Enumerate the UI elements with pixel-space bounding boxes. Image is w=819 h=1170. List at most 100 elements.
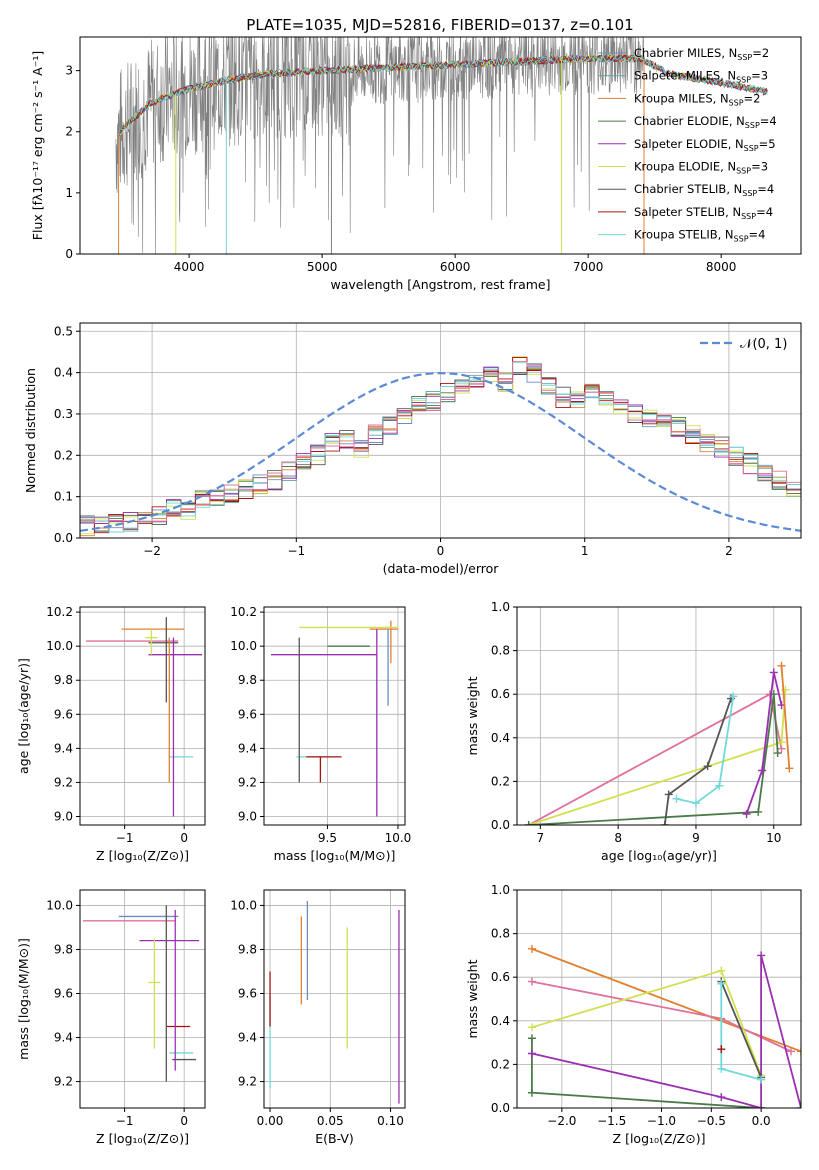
x-tick-label: −1.0 <box>647 1114 676 1128</box>
x-tick-label: 8 <box>614 831 622 845</box>
plot-area-weight_vs_age <box>524 661 794 825</box>
x-tick-label: 4000 <box>174 260 205 274</box>
x-tick-label: −2 <box>143 544 161 558</box>
histogram-sELODIE <box>80 366 801 524</box>
normal-curve <box>80 371 801 532</box>
weight-marker <box>672 794 681 803</box>
y-tick-label: 9.6 <box>54 986 73 1000</box>
y-tick-label: 1.0 <box>491 883 510 897</box>
x-tick-label: 0.10 <box>377 1114 404 1128</box>
weight-marker <box>785 764 794 773</box>
legend-entry: Kroupa STELIB, NSSP=4 <box>634 228 765 244</box>
errorbar-point <box>306 756 342 783</box>
weight-marker <box>717 1093 726 1102</box>
y-tick-label: 9.2 <box>238 1075 257 1089</box>
x-axis-label: Z [log₁₀(Z/Z⊙)] <box>96 1131 189 1146</box>
plot-area-spectrum <box>115 37 769 254</box>
legend-entry: Chabrier STELIB, NSSP=4 <box>634 182 774 198</box>
weight-marker <box>729 692 738 701</box>
weight-marker <box>717 979 726 988</box>
y-tick-label: 0.4 <box>54 366 73 380</box>
plot-area-age_vs_Z <box>85 617 203 817</box>
panel-residuals: −2 −1 0 1 2 0.0 0.1 0.2 0.3 0.4 0.5 (data-model)/er… <box>23 322 802 576</box>
x-tick-label: 1 <box>581 544 589 558</box>
errorbar-point <box>148 938 161 1049</box>
y-tick-label: 0.0 <box>491 818 510 832</box>
x-axis-label: E(B-V) <box>315 1131 354 1146</box>
spectrum-data-line <box>115 37 645 254</box>
plot-area-mass_vs_Z <box>82 905 200 1082</box>
y-tick-label: 2 <box>65 125 73 139</box>
y-tick-label: 0.6 <box>491 970 510 984</box>
weight-marker <box>691 799 700 808</box>
y-tick-label: 0.1 <box>54 490 73 504</box>
panel-age_vs_mass: 9.5 10.0 9.0 9.2 9.4 9.6 9.8 10.0 10.2 mass [log₁… <box>230 605 411 863</box>
panel-spectrum: 4000 5000 6000 7000 8000 0 1 2 3 wavelength [Angs… <box>30 36 802 292</box>
legend-entry: Salpeter ELODIE, NSSP=5 <box>634 137 776 153</box>
model-line-sELODIE <box>119 53 769 134</box>
plot-area-residuals <box>80 356 801 537</box>
legend-entry: Salpeter MILES, NSSP=3 <box>634 69 768 85</box>
panel-mass_vs_Z: −1 0 9.2 9.4 9.6 9.8 10.0 Z [log₁₀(Z/Z⊙)] mass [… <box>16 889 206 1146</box>
x-tick-label: 0 <box>180 1114 188 1128</box>
x-tick-label: 10.0 <box>385 831 412 845</box>
legend-entry: Salpeter STELIB, NSSP=4 <box>634 205 773 221</box>
weight-marker <box>777 661 786 670</box>
weight-marker <box>758 766 767 775</box>
y-tick-label: 0.8 <box>491 644 510 658</box>
y-tick-label: 9.0 <box>238 809 257 823</box>
y-tick-label: 0.8 <box>491 927 510 941</box>
x-tick-label: 7 <box>537 831 545 845</box>
x-tick-label: 9 <box>692 831 700 845</box>
model-line-kSTELIB <box>120 54 768 131</box>
y-tick-label: 10.0 <box>230 639 257 653</box>
y-tick-label: 9.6 <box>238 707 257 721</box>
weight-marker <box>797 1047 801 1056</box>
x-tick-label: 0 <box>437 544 445 558</box>
y-tick-label: 10.2 <box>46 605 73 619</box>
x-tick-label: 9.5 <box>318 831 337 845</box>
legend-entry: Kroupa MILES, NSSP=2 <box>634 91 760 107</box>
weight-series-line <box>531 955 801 1108</box>
weight-series-line <box>528 692 783 825</box>
x-tick-label: 5000 <box>307 260 338 274</box>
y-tick-label: 9.8 <box>238 942 257 956</box>
x-tick-label: −1 <box>287 544 305 558</box>
weight-marker <box>754 807 763 816</box>
y-tick-label: 9.2 <box>54 1075 73 1089</box>
y-axis-label: mass weight <box>465 676 480 755</box>
x-axis-label: (data-model)/error <box>383 561 500 576</box>
weight-marker <box>664 790 673 799</box>
weight-marker <box>527 1049 536 1058</box>
weight-marker <box>524 821 533 825</box>
x-tick-label: 6000 <box>440 260 471 274</box>
weight-series-line <box>528 694 779 825</box>
y-axis-label: Flux [fλ10⁻¹⁷ erg cm⁻² s⁻¹ A⁻¹] <box>30 51 45 240</box>
panel-weight_vs_age: 7 8 9 10 0.0 0.2 0.4 0.6 0.8 1.0 age [log₁₀(age/yr… <box>465 600 802 863</box>
y-axis-label: age [log₁₀(age/yr)] <box>16 658 31 774</box>
x-axis-label: Z [log₁₀(Z/Z⊙)] <box>96 848 189 863</box>
x-tick-label: −0.5 <box>697 1114 726 1128</box>
axes-frame <box>79 889 206 1109</box>
y-tick-label: 0 <box>65 247 73 261</box>
legend-entry: Chabrier ELODIE, NSSP=4 <box>634 114 777 130</box>
x-axis-label: Z [log₁₀(Z/Z⊙)] <box>613 1131 706 1146</box>
y-tick-label: 0.0 <box>491 1101 510 1115</box>
weight-marker <box>527 1088 536 1097</box>
weight-marker <box>527 1034 536 1043</box>
weight-marker <box>777 738 786 747</box>
y-tick-label: 0.2 <box>491 1057 510 1071</box>
figure-title: PLATE=1035, MJD=52816, FIBERID=0137, z=0… <box>246 16 633 34</box>
x-tick-label: 0.0 <box>752 1114 771 1128</box>
y-tick-label: 0.6 <box>491 687 510 701</box>
y-tick-label: 9.2 <box>54 775 73 789</box>
y-tick-label: 10.0 <box>46 639 73 653</box>
panel-weight_vs_Z: −2.0 −1.5 −1.0 −0.5 0.0 0.0 0.2 0.4 0.6 0.8 1.0 Z [… <box>465 883 802 1146</box>
weight-marker <box>717 1045 726 1054</box>
y-tick-label: 9.4 <box>54 741 73 755</box>
axes-frame <box>79 36 802 255</box>
weight-marker <box>527 944 536 953</box>
y-tick-label: 1 <box>65 186 73 200</box>
weight-series-line <box>663 698 732 825</box>
y-tick-label: 9.8 <box>54 942 73 956</box>
